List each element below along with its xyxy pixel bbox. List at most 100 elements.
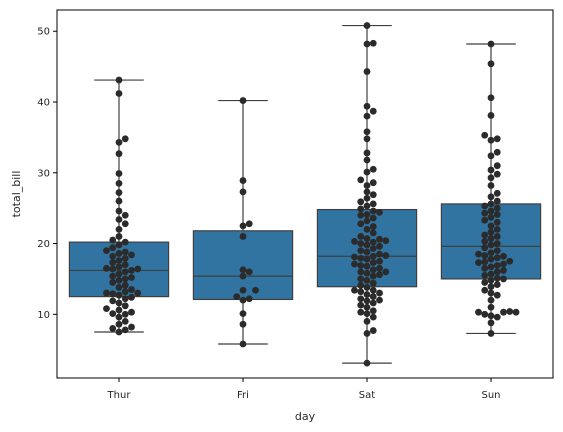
swarm-point <box>382 237 390 245</box>
swarm-point <box>500 260 507 268</box>
swarm-point <box>128 323 135 331</box>
swarm-point <box>376 257 383 265</box>
swarm-point <box>487 60 495 68</box>
swarm-point <box>363 182 371 189</box>
swarm-point <box>363 291 371 298</box>
y-tick-label: 20 <box>37 239 50 250</box>
swarm-point <box>475 259 482 267</box>
swarm-point <box>109 259 117 267</box>
swarm-point <box>109 244 117 252</box>
swarm-point <box>363 102 371 110</box>
swarm-point <box>363 68 371 75</box>
swarm-point <box>487 283 495 291</box>
swarm-point <box>239 222 247 230</box>
swarm-point <box>487 330 495 337</box>
swarm-point <box>115 150 123 158</box>
swarm-point <box>376 242 383 250</box>
swarm-point <box>376 209 383 216</box>
swarm-point <box>493 148 501 156</box>
swarm-point <box>121 310 129 318</box>
swarm-point <box>109 279 117 286</box>
swarm-point <box>369 293 377 301</box>
swarm-point <box>493 211 501 218</box>
swarm-point <box>121 220 129 228</box>
swarm-point <box>369 107 377 115</box>
y-tick-label: 10 <box>37 310 50 321</box>
swarm-point <box>487 228 495 236</box>
x-tick-label: Sun <box>481 390 500 401</box>
swarm-sat <box>351 22 390 367</box>
swarm-point <box>109 236 117 244</box>
swarm-point <box>493 268 501 276</box>
swarm-point <box>376 250 383 258</box>
swarm-point <box>487 289 495 297</box>
swarm-point <box>363 262 371 270</box>
swarm-point <box>357 176 365 184</box>
swarm-point <box>382 252 390 259</box>
swarm-point <box>115 328 123 336</box>
swarm-point <box>115 257 123 264</box>
swarm-point <box>481 279 489 286</box>
swarm-point <box>506 257 514 265</box>
swarm-point <box>109 297 117 305</box>
y-tick-label: 50 <box>37 27 50 38</box>
swarm-point <box>109 265 117 273</box>
swarm-point <box>121 302 129 310</box>
swarm-point <box>493 254 501 262</box>
swarm-point <box>357 288 365 296</box>
swarm-point <box>493 225 501 233</box>
swarm-point <box>233 293 241 301</box>
swarm-point <box>363 330 371 337</box>
swarm-point <box>357 220 365 228</box>
swarm-point <box>369 259 377 267</box>
swarm-point <box>115 189 123 196</box>
swarm-point <box>369 299 377 307</box>
swarm-point <box>487 213 495 221</box>
swarm-point <box>369 191 377 199</box>
swarm-point <box>487 136 495 144</box>
swarm-point <box>493 162 501 170</box>
swarm-point <box>128 251 135 259</box>
swarm-point <box>115 263 123 271</box>
swarm-point <box>357 255 365 262</box>
swarm-point <box>487 207 495 215</box>
swarm-point <box>487 152 495 160</box>
swarm-point <box>481 264 489 272</box>
swarm-point <box>128 267 135 274</box>
x-axis-label: day <box>295 410 316 423</box>
swarm-point <box>487 112 495 119</box>
swarm-point <box>500 252 507 260</box>
swarm-point <box>369 179 377 187</box>
swarm-point <box>500 267 507 274</box>
swarm-point <box>363 112 371 120</box>
swarm-point <box>115 138 123 146</box>
swarm-point <box>128 286 135 293</box>
swarm-point <box>103 264 110 272</box>
swarm-point <box>115 320 123 328</box>
swarm-point <box>128 274 135 281</box>
swarm-point <box>363 156 371 164</box>
swarm-point <box>493 218 501 226</box>
swarm-point <box>363 303 371 311</box>
swarm-point <box>357 205 365 213</box>
swarm-point <box>369 252 377 260</box>
swarm-point <box>239 320 247 328</box>
swarm-point <box>487 40 495 48</box>
swarm-point <box>363 217 371 225</box>
y-axis: 10 20 30 40 50 <box>37 27 57 321</box>
swarm-point <box>239 233 247 240</box>
swarm-point <box>357 275 365 283</box>
swarm-point <box>363 149 371 157</box>
swarm-point <box>239 97 247 104</box>
swarm-point <box>481 238 489 245</box>
swarm-point <box>369 272 377 280</box>
swarm-point <box>493 262 501 269</box>
swarm-point <box>487 235 495 242</box>
x-tick-label: Sat <box>359 390 375 401</box>
swarm-point <box>245 268 253 276</box>
swarm-point <box>357 211 365 219</box>
swarm-point <box>376 289 383 297</box>
swarm-point <box>493 313 501 321</box>
swarm-point <box>351 238 358 245</box>
swarm-thur <box>103 76 142 336</box>
